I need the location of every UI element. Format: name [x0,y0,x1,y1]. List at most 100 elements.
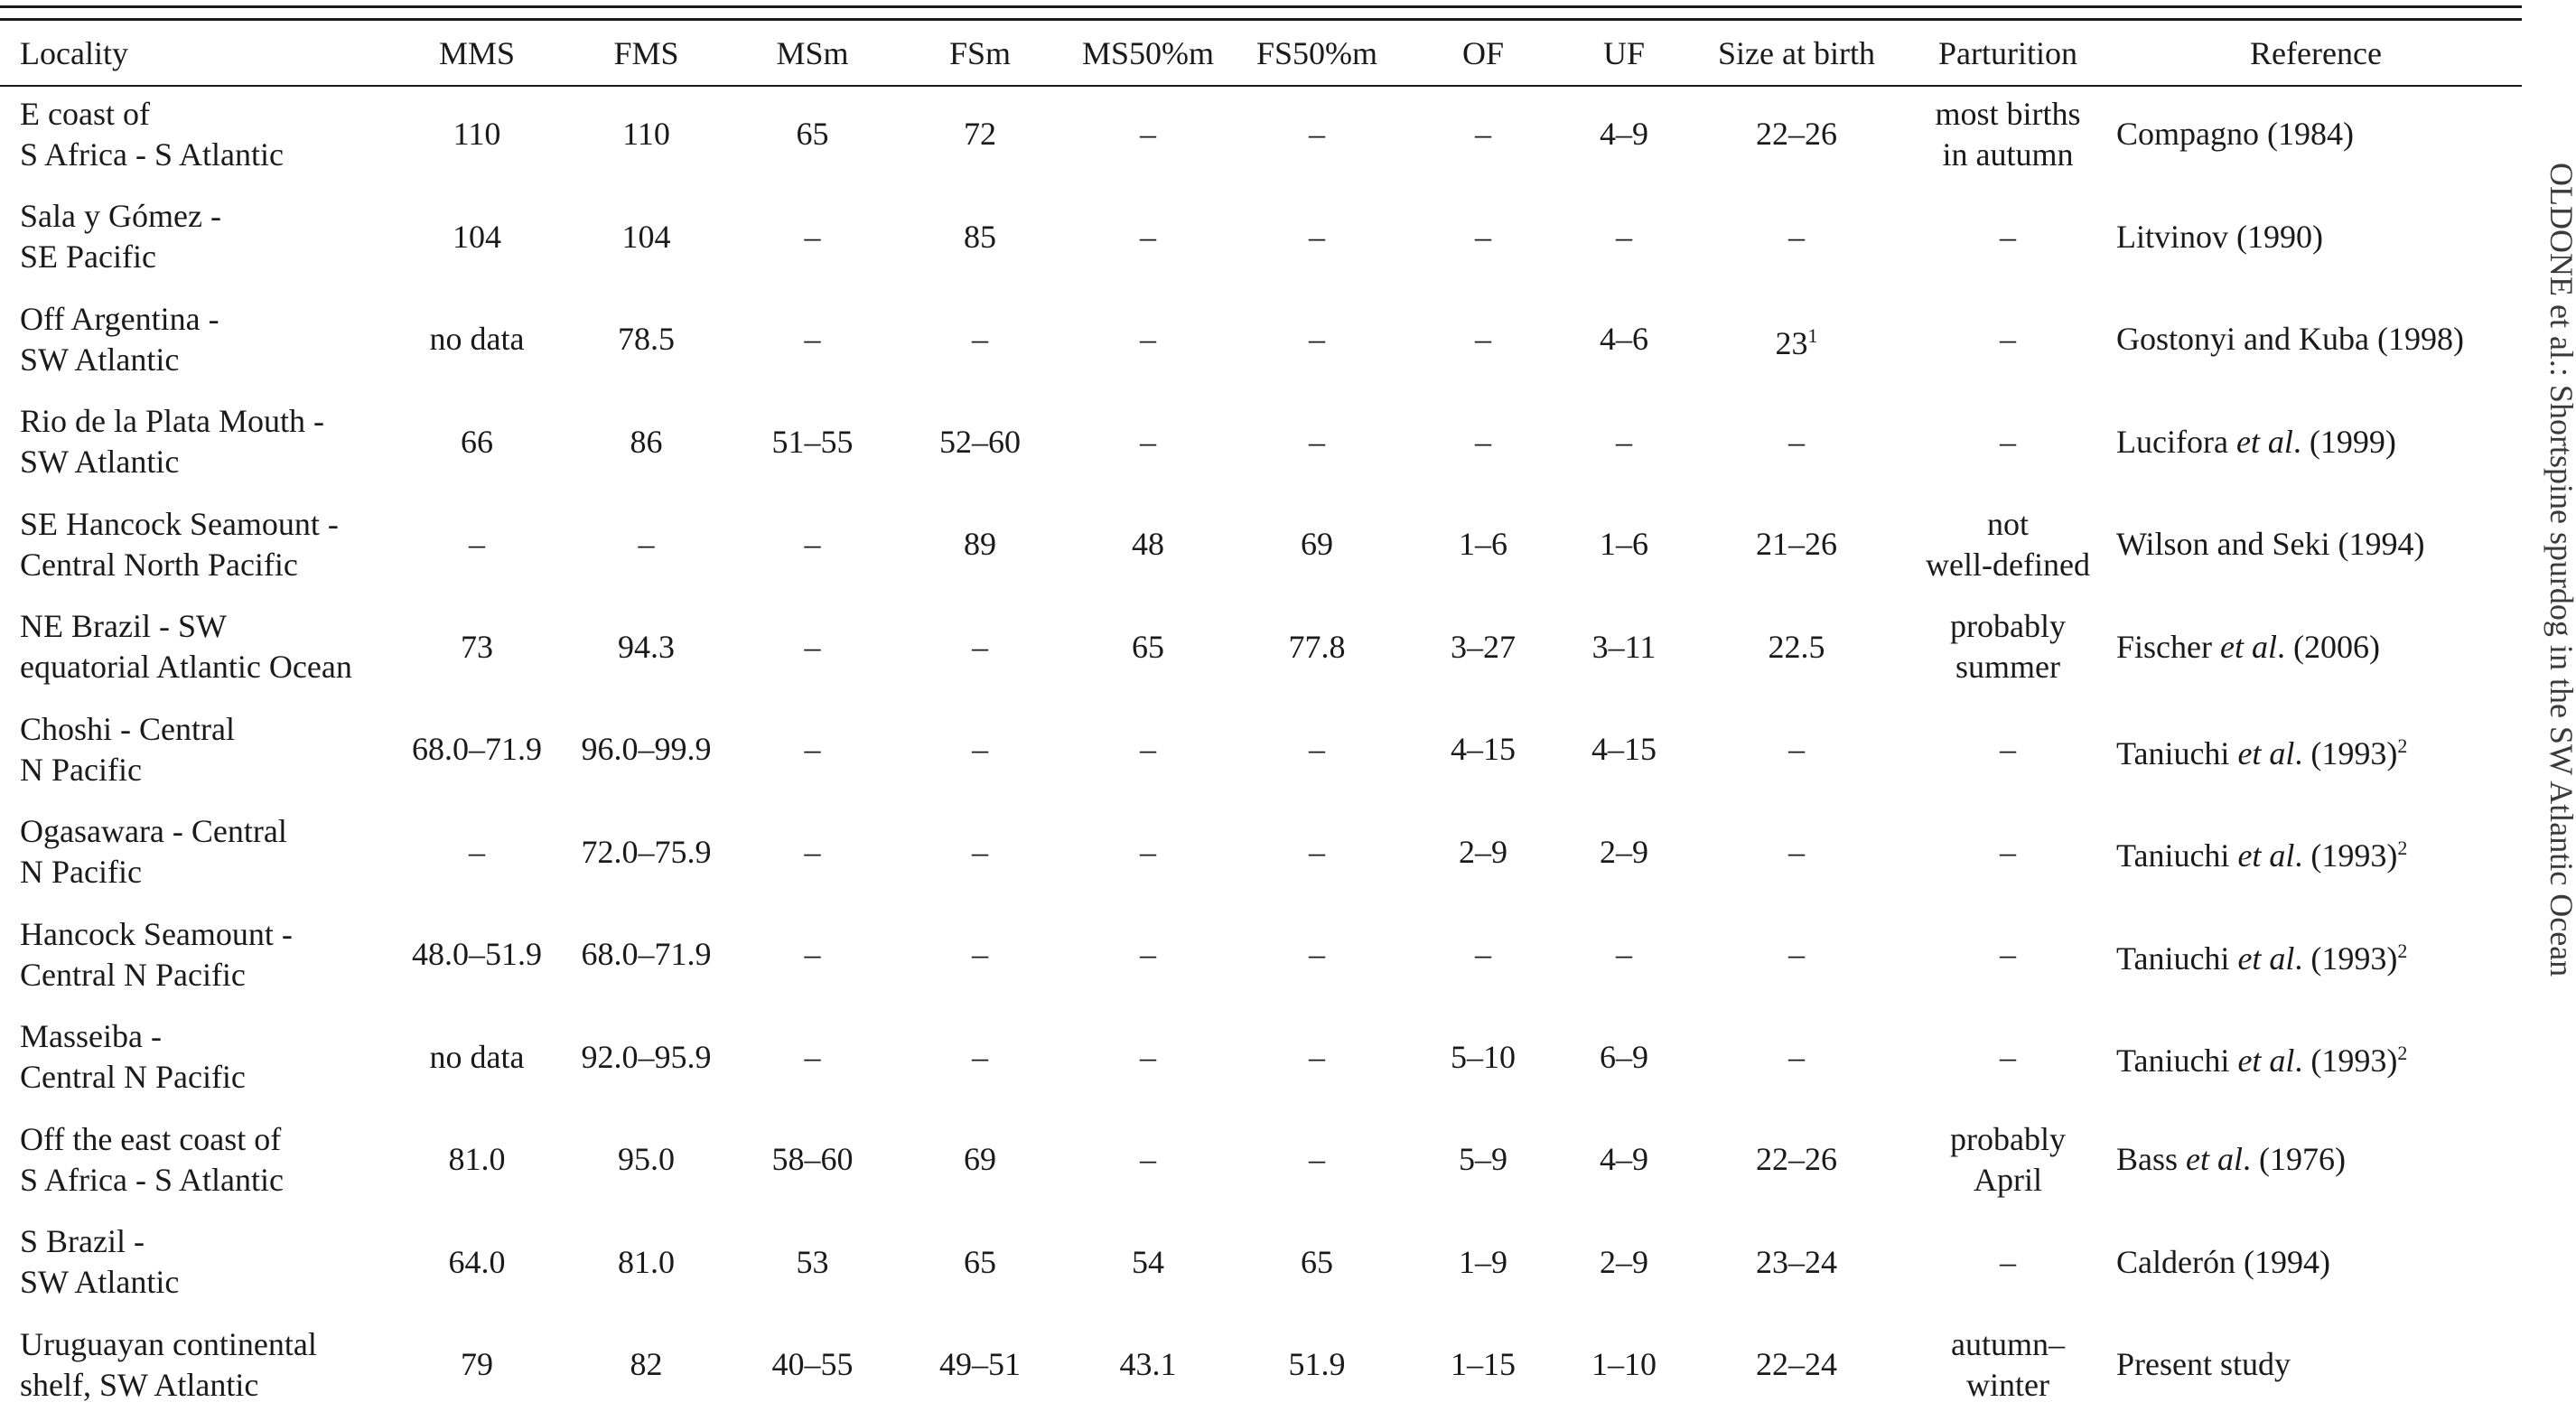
cell-parturition: – [1907,1006,2109,1109]
reference-post: . (1993) [2294,734,2398,771]
cell-mms: – [393,493,561,596]
cell-fs50-text: – [1309,833,1325,870]
cell-parturition-text: – [2000,936,2016,973]
cell-mms: 104 [393,186,561,289]
cell-fms-text: – [638,526,655,563]
reference-post: . (1993) [2294,837,2398,874]
reference-post: . (1993) [2294,1042,2398,1080]
cell-mms: 79 [393,1313,561,1416]
cell-mms-text: 73 [461,628,493,665]
cell-of-text: 2–9 [1459,833,1507,870]
reference-sup: 2 [2397,734,2408,757]
cell-uf: 1–6 [1562,493,1686,596]
reference-pre: Litvinov (1990) [2116,218,2323,255]
cell-reference: Fischer et al. (2006) [2109,596,2523,699]
cell-msm-text: – [804,321,821,358]
cell-mms-text: 104 [453,218,501,255]
reference-pre: Wilson and Seki (1994) [2116,526,2425,563]
cell-fsm-text: – [972,1038,988,1075]
cell-of-text: 3–27 [1451,628,1516,665]
cell-locality-text: S Brazil - SW Atlantic [20,1223,180,1301]
cell-ms50: – [1067,1108,1229,1211]
cell-fsm-text: – [972,833,988,870]
cell-fs50: 69 [1229,493,1405,596]
cell-birth: 23–24 [1686,1211,1907,1314]
table-row: Masseiba - Central N Pacific no data 92.0–… [0,1006,2523,1109]
reference-em: et al [2237,837,2295,874]
cell-birth-text: – [1788,218,1805,255]
cell-mms: – [393,801,561,904]
cell-reference: Calderón (1994) [2109,1211,2523,1314]
cell-uf-text: 4–15 [1591,731,1657,768]
cell-birth: 22–26 [1686,83,1907,186]
cell-birth-text: – [1788,423,1805,460]
cell-locality: Off the east coast of S Africa - S Atlan… [0,1108,393,1211]
cell-mms-text: no data [429,1038,525,1075]
cell-fms: 92.0–95.9 [561,1006,732,1109]
table-row: S Brazil - SW Atlantic 64.0 81.0 53 65 54 65 1–… [0,1211,2523,1314]
header-rule [0,85,2522,87]
cell-mms: no data [393,288,561,391]
cell-fsm: 65 [893,1211,1067,1314]
cell-of: 1–15 [1405,1313,1562,1416]
cell-uf: 3–11 [1562,596,1686,699]
cell-uf-text: – [1616,936,1632,973]
cell-uf: – [1562,903,1686,1006]
cell-fsm-text: – [972,936,988,973]
cell-parturition: – [1907,1211,2109,1314]
cell-fs50: – [1229,288,1405,391]
cell-of-text: 1–9 [1459,1243,1507,1280]
cell-fs50-text: 77.8 [1288,628,1346,665]
table-row: Hancock Seamount - Central N Pacific 48.0… [0,903,2523,1006]
col-header-uf: UF [1602,34,1646,71]
cell-uf: 2–9 [1562,1211,1686,1314]
cell-fms: – [561,493,732,596]
cell-uf: 6–9 [1562,1006,1686,1109]
reference-em: et al [2237,1042,2295,1080]
cell-parturition-text: – [2000,833,2016,870]
cell-uf-text: 1–10 [1591,1346,1657,1383]
cell-fs50-text: – [1309,1141,1325,1178]
cell-fs50: – [1229,903,1405,1006]
col-header-ms50m: MS50%m [1081,34,1215,71]
cell-msm: 65 [732,83,893,186]
cell-fs50-text: 51.9 [1288,1346,1346,1383]
cell-locality-text: Uruguayan continental shelf, SW Atlantic [20,1325,317,1403]
cell-fms-text: 95.0 [618,1141,675,1178]
cell-msm: – [732,288,893,391]
cell-mms: 66 [393,391,561,494]
col-header-reference: Reference [2250,34,2382,71]
cell-of-text: 1–15 [1451,1346,1516,1383]
cell-parturition-text: – [2000,1243,2016,1280]
cell-uf-text: 4–9 [1600,116,1648,153]
cell-reference: Present study [2109,1313,2523,1416]
reference-pre: Fischer [2116,628,2220,665]
cell-msm-text: 53 [796,1243,829,1280]
cell-birth-text: 22–26 [1756,116,1837,153]
cell-mms: 81.0 [393,1108,561,1211]
reference-pre: Taniuchi [2116,940,2238,977]
reference-post: . (1993) [2294,940,2398,977]
cell-locality-text: Off the east coast of S Africa - S Atlan… [20,1120,284,1198]
cell-reference: Lucifora et al. (1999) [2109,391,2523,494]
cell-reference: Litvinov (1990) [2109,186,2523,289]
cell-of: 3–27 [1405,596,1562,699]
cell-msm-text: 51–55 [771,423,854,460]
reference-sup: 2 [2397,1042,2408,1065]
cell-of-text: 5–9 [1459,1141,1507,1178]
cell-of: – [1405,903,1562,1006]
cell-fsm: 89 [893,493,1067,596]
cell-locality: Choshi - Central N Pacific [0,698,393,801]
data-table: Locality MMS FMS MSm FSm MS50%m FS50%m O… [0,23,2523,1416]
cell-fsm: 69 [893,1108,1067,1211]
cell-fsm: – [893,698,1067,801]
cell-fms-text: 68.0–71.9 [581,936,712,973]
cell-fms-text: 72.0–75.9 [581,833,712,870]
cell-ms50-text: 43.1 [1119,1346,1177,1383]
cell-reference: Bass et al. (1976) [2109,1108,2523,1211]
cell-fsm-text: – [972,628,988,665]
cell-parturition-text: autumn– winter [1951,1325,2065,1403]
cell-mms-text: 79 [461,1346,493,1383]
cell-msm: 51–55 [732,391,893,494]
running-header: OLDONE et al.: Shortspine spurdog in the… [2543,163,2576,977]
